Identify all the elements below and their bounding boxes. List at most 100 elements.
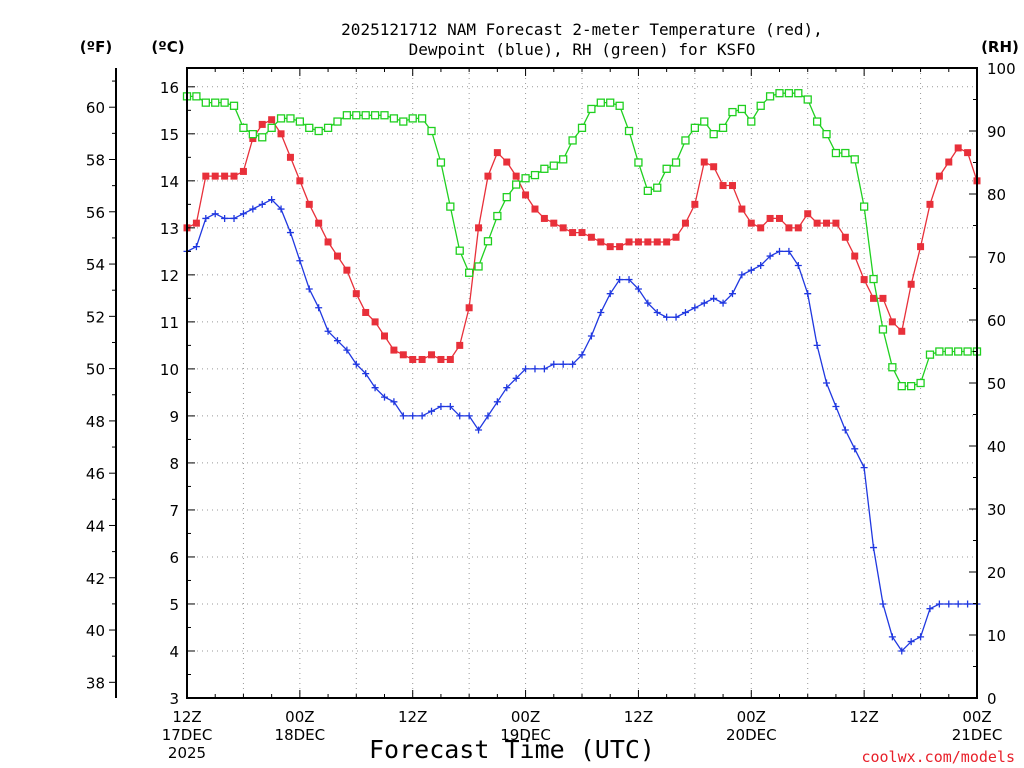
y-fahrenheit-tick-label: 38 <box>86 674 105 692</box>
rh-point <box>201 98 210 107</box>
temperature-point <box>221 172 229 180</box>
chart-title-line-1: 2025121712 NAM Forecast 2-meter Temperat… <box>341 20 823 39</box>
y-celsius-tick-label: 12 <box>160 267 179 285</box>
grid-lines <box>187 68 977 698</box>
rh-point <box>728 107 737 117</box>
x-axis-label: Forecast Time (UTC) <box>369 735 655 764</box>
temperature-point <box>691 200 699 208</box>
dewpoint-point <box>352 360 360 368</box>
y-rh-tick-label: 90 <box>987 123 1006 141</box>
x-tick-label: 12Z <box>398 708 427 726</box>
rh-point <box>822 129 831 139</box>
rh-point <box>352 111 361 120</box>
y-celsius-tick-label: 13 <box>160 220 179 238</box>
unit-label-celsius: (ºC) <box>151 38 184 56</box>
temperature-point <box>785 224 793 232</box>
rh-point <box>399 117 408 126</box>
y-rh-tick-label: 30 <box>987 501 1006 519</box>
rh-point <box>850 155 859 164</box>
y-fahrenheit-tick-label: 44 <box>86 517 105 535</box>
temperature-point <box>559 224 567 232</box>
rh-point <box>389 114 399 123</box>
dewpoint-point <box>719 299 727 307</box>
rh-point <box>474 262 483 271</box>
temperature-point <box>870 294 878 302</box>
rh-point <box>888 363 897 372</box>
rh-point <box>521 174 530 183</box>
rh-point <box>577 123 587 132</box>
dewpoint-point <box>653 308 661 316</box>
rh-point <box>211 98 220 107</box>
rh-point <box>935 347 944 356</box>
temperature-point <box>757 224 765 232</box>
dewpoint-point <box>728 290 736 298</box>
dewpoint-point <box>644 299 652 307</box>
unit-label-rh: (RH) <box>981 38 1019 56</box>
dewpoint-point <box>691 304 699 312</box>
dewpoint-point <box>343 346 351 354</box>
rh-point <box>606 98 615 107</box>
dewpoint-point <box>870 544 878 552</box>
rh-point <box>681 136 690 145</box>
y-celsius-tick-label: 9 <box>169 408 179 426</box>
temperature-point <box>879 294 887 302</box>
dewpoint-point <box>785 247 793 255</box>
rh-point <box>446 202 455 211</box>
dewpoint-point <box>475 426 483 434</box>
rh-point <box>812 117 822 126</box>
temperature-point <box>813 219 821 227</box>
rh-point <box>276 114 286 123</box>
temperature-point <box>352 290 360 298</box>
rh-point <box>295 117 305 126</box>
dewpoint-point <box>935 600 943 608</box>
rh-point <box>417 114 427 123</box>
temperature-point <box>860 276 868 284</box>
x-tick-label: 2025 <box>168 744 206 762</box>
temperature-point <box>484 172 492 180</box>
temperature-point <box>823 219 831 227</box>
temperature-point <box>710 163 718 171</box>
dewpoint-point <box>409 412 417 420</box>
temperature-point <box>550 219 558 227</box>
rh-point <box>653 183 662 192</box>
dewpoint-point <box>286 229 294 237</box>
y-rh-tick-label: 60 <box>987 312 1006 330</box>
rh-point <box>794 89 803 98</box>
temperature-point <box>409 355 417 363</box>
temperature-point <box>192 219 200 227</box>
temperature-point <box>945 158 953 166</box>
dewpoint-point <box>569 360 577 368</box>
rh-point <box>568 136 577 145</box>
rh-point <box>634 158 643 167</box>
dewpoint-point <box>315 304 323 312</box>
rh-point <box>229 101 239 110</box>
rh-point <box>305 123 314 132</box>
rh-point <box>897 381 906 391</box>
y-rh-tick-label: 40 <box>987 438 1006 456</box>
temperature-point <box>907 280 915 288</box>
dewpoint-point <box>794 261 802 269</box>
temperature-point <box>672 233 680 241</box>
dewpoint-point <box>926 605 934 613</box>
rh-point <box>803 95 812 104</box>
temperature-point <box>249 135 257 143</box>
temperature-point <box>681 219 689 227</box>
rh-point <box>483 237 493 246</box>
credit-text: coolwx.com/models <box>861 748 1015 766</box>
dewpoint-point <box>540 365 548 373</box>
rh-point <box>361 111 370 120</box>
dewpoint-point <box>606 290 614 298</box>
dewpoint-point <box>710 294 718 302</box>
rh-point <box>192 92 201 101</box>
rh-point <box>954 347 963 356</box>
rh-point <box>869 274 878 284</box>
rh-point <box>831 148 841 158</box>
temperature-point <box>935 172 943 180</box>
x-tick-label: 00Z <box>737 708 766 726</box>
dewpoint-point <box>917 633 925 641</box>
rh-point <box>248 129 257 139</box>
dewpoint-point <box>578 351 586 359</box>
y-fahrenheit-tick-label: 56 <box>86 204 105 222</box>
dewpoint-point <box>324 327 332 335</box>
rh-point <box>718 123 728 132</box>
